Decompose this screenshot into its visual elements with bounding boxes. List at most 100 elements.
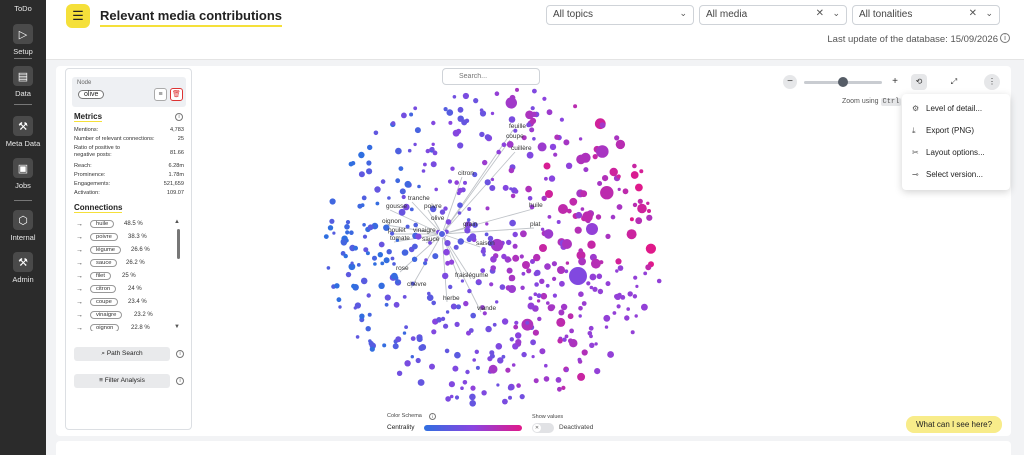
graph-node [443, 206, 448, 211]
nav-item-data[interactable]: ▤ Data [0, 66, 46, 98]
zoom-slider-handle[interactable] [838, 77, 848, 87]
graph-node [443, 107, 448, 112]
graph-node [332, 231, 336, 235]
nav-item-admin[interactable]: ⚒ Admin [0, 252, 46, 284]
graph-node-label: tranche [408, 195, 430, 202]
graph-node [390, 272, 398, 280]
graph-node [401, 112, 407, 119]
graph-node [461, 119, 468, 126]
metrics-title: Metrics [74, 112, 103, 122]
menu-item-select-version[interactable]: ⊸ Select version... [912, 170, 983, 179]
graph-node [536, 293, 542, 299]
connection-row[interactable]: → légume 26.6 % [76, 246, 176, 256]
connection-chip[interactable]: sauce [90, 259, 118, 267]
graph-node [576, 250, 586, 260]
graph-node [637, 198, 643, 204]
connection-chip[interactable]: vinaigre [90, 311, 123, 319]
nav-item-meta-data[interactable]: ⚒ Meta Data [0, 116, 46, 148]
menu-item-export-png[interactable]: ⤓ Export (PNG) [912, 126, 974, 136]
media-select[interactable]: All media ✕ ⌄ [699, 5, 847, 25]
connection-chip[interactable]: coupe [90, 298, 118, 306]
nav-item-jobs[interactable]: ▣ Jobs [0, 158, 46, 190]
connection-chip[interactable]: poivre [90, 233, 118, 241]
connection-chip[interactable]: filet [90, 272, 112, 280]
nav-label-admin: Admin [12, 275, 34, 284]
graph-edge [441, 151, 516, 235]
topics-select[interactable]: All topics ⌄ [546, 5, 694, 25]
graph-node-label: coupe [506, 133, 524, 140]
connection-pct: 26.6 % [131, 247, 150, 253]
info-icon[interactable]: i [429, 413, 436, 420]
list-icon[interactable]: ≡ [154, 88, 167, 101]
connection-chip[interactable]: légume [90, 246, 122, 254]
graph-node [565, 162, 573, 169]
graph-node [396, 370, 403, 376]
info-icon[interactable]: i [176, 350, 184, 358]
connection-row[interactable]: → filet 25 % [76, 272, 176, 282]
scroll-down-icon[interactable]: ▼ [174, 324, 180, 330]
graph-node [605, 233, 611, 239]
clear-icon[interactable]: ✕ [815, 8, 824, 19]
menu-item-level-of-detail[interactable]: ⚙ Level of detail... [912, 104, 982, 113]
show-values-toggle[interactable]: ✕ [532, 423, 554, 433]
graph-node [410, 336, 416, 341]
connection-row[interactable]: → vinaigre 23.2 % [76, 311, 176, 321]
graph-node [399, 188, 406, 195]
graph-node [558, 309, 565, 316]
nav-item-todo[interactable]: ToDo [0, 4, 46, 13]
graph-node [423, 261, 428, 266]
graph-node [546, 301, 550, 305]
menu-item-layout-options[interactable]: ✂ Layout options... [912, 148, 985, 157]
graph-node [445, 396, 451, 402]
nav-item-setup[interactable]: ▷ Setup [0, 24, 46, 56]
info-icon[interactable]: i [1000, 33, 1010, 43]
connection-row[interactable]: → sauce 26.2 % [76, 259, 176, 269]
help-button[interactable]: What can I see here? [906, 416, 1002, 433]
connection-row[interactable]: → poivre 38.3 % [76, 233, 176, 243]
filter-analysis-button[interactable]: ≡ Filter Analysis [74, 374, 170, 388]
graph-search-input[interactable] [442, 68, 540, 85]
node-chip[interactable]: olive [78, 90, 105, 99]
clear-icon[interactable]: ✕ [968, 8, 977, 19]
graph-node [457, 106, 464, 113]
trash-icon[interactable]: 🗑 [170, 88, 183, 101]
info-icon[interactable]: i [176, 377, 184, 385]
graph-node [365, 251, 370, 256]
fullscreen-icon[interactable]: ⤢ [950, 77, 958, 86]
connection-row[interactable]: → oignon 22.8 % [76, 324, 176, 331]
graph-node [568, 338, 573, 344]
graph-node [615, 269, 619, 273]
scrollbar-thumb[interactable] [177, 229, 180, 259]
graph-node [473, 98, 479, 104]
metric-value: 81.66 [170, 150, 184, 156]
graph-node [436, 317, 442, 323]
more-options-icon[interactable]: ⋮ [984, 74, 1000, 90]
connection-row[interactable]: → citron 24 % [76, 285, 176, 295]
zoom-in-button[interactable]: + [892, 76, 898, 87]
graph-node [453, 244, 459, 250]
graph-node [592, 286, 598, 292]
fit-view-icon[interactable]: ⟲ [911, 74, 927, 90]
scroll-up-icon[interactable]: ▲ [174, 219, 180, 225]
zoom-hint-key: Ctrl [880, 98, 902, 106]
graph-node [612, 311, 617, 315]
connection-pct: 26.2 % [126, 260, 145, 266]
graph-node [411, 256, 418, 262]
zoom-out-button[interactable]: − [783, 75, 797, 89]
info-icon[interactable]: i [175, 113, 183, 121]
nav-item-internal[interactable]: ⬡ Internal [0, 210, 46, 242]
tonalities-select[interactable]: All tonalities ✕ ⌄ [852, 5, 1000, 25]
connection-row[interactable]: → coupe 23.4 % [76, 298, 176, 308]
graph-node [549, 143, 557, 151]
graph-node [458, 117, 462, 122]
connection-chip[interactable]: oignon [90, 324, 120, 331]
graph-node [457, 211, 462, 215]
graph-node [485, 222, 489, 226]
graph-node [448, 284, 453, 290]
graph-node [457, 142, 464, 149]
connection-row[interactable]: → huile 48.5 % [76, 220, 176, 230]
connection-chip[interactable]: citron [90, 285, 117, 293]
path-search-button[interactable]: ⌕ Path Search [74, 347, 170, 361]
connection-chip[interactable]: huile [90, 220, 115, 228]
